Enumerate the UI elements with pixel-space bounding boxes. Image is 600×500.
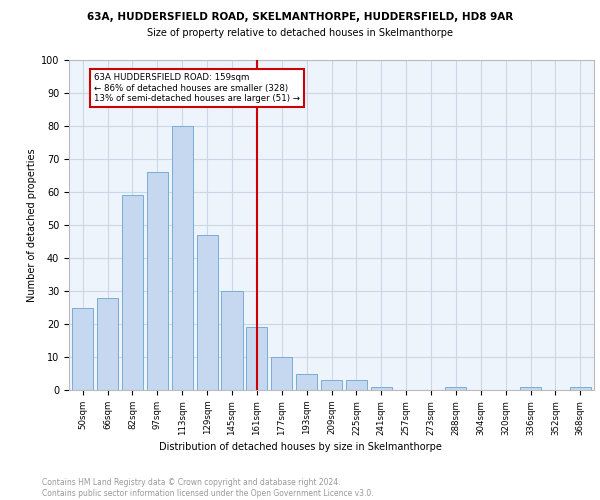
Bar	[445, 386, 466, 390]
Bar	[371, 386, 392, 390]
Y-axis label: Number of detached properties: Number of detached properties	[27, 148, 37, 302]
Bar	[570, 386, 591, 390]
Bar	[520, 386, 541, 390]
Bar	[221, 291, 242, 390]
Bar	[197, 235, 218, 390]
Bar	[321, 380, 342, 390]
Text: 63A HUDDERSFIELD ROAD: 159sqm
← 86% of detached houses are smaller (328)
13% of : 63A HUDDERSFIELD ROAD: 159sqm ← 86% of d…	[94, 73, 300, 103]
Text: 63A, HUDDERSFIELD ROAD, SKELMANTHORPE, HUDDERSFIELD, HD8 9AR: 63A, HUDDERSFIELD ROAD, SKELMANTHORPE, H…	[87, 12, 513, 22]
Bar	[72, 308, 93, 390]
Bar	[346, 380, 367, 390]
Bar	[147, 172, 168, 390]
Bar	[97, 298, 118, 390]
Bar	[296, 374, 317, 390]
Text: Size of property relative to detached houses in Skelmanthorpe: Size of property relative to detached ho…	[147, 28, 453, 38]
Bar	[271, 357, 292, 390]
Text: Distribution of detached houses by size in Skelmanthorpe: Distribution of detached houses by size …	[158, 442, 442, 452]
Bar	[246, 328, 268, 390]
Bar	[122, 196, 143, 390]
Bar	[172, 126, 193, 390]
Text: Contains HM Land Registry data © Crown copyright and database right 2024.
Contai: Contains HM Land Registry data © Crown c…	[42, 478, 374, 498]
